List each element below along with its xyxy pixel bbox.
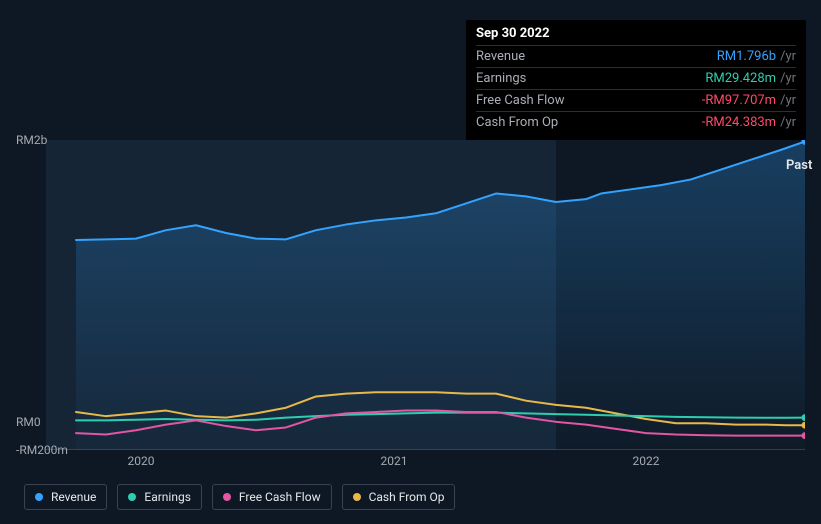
x-axis-tick: 2020 [128, 454, 155, 468]
y-axis-tick: -RM200m [16, 443, 68, 457]
tooltip-row-unit: /yr [780, 49, 796, 64]
tooltip-row: Revenue RM1.796b/yr [476, 45, 796, 67]
tooltip-row-label: Revenue [476, 49, 525, 64]
legend-swatch-icon [35, 493, 43, 501]
tooltip-row-label: Earnings [476, 71, 526, 86]
y-axis-tick: RM0 [16, 415, 41, 429]
legend-label: Cash From Op [369, 490, 445, 504]
legend-item[interactable]: Earnings [117, 484, 202, 510]
legend-label: Earnings [144, 490, 191, 504]
legend-item[interactable]: Revenue [24, 484, 107, 510]
tooltip-row: Earnings RM29.428m/yr [476, 67, 796, 89]
tooltip-row-unit: /yr [780, 71, 796, 86]
tooltip-row: Free Cash Flow -RM97.707m/yr [476, 89, 796, 111]
financials-chart-panel: Sep 30 2022 Revenue RM1.796b/yr Earnings RM… [0, 0, 821, 524]
x-axis-tick: 2021 [381, 454, 408, 468]
legend-swatch-icon [223, 493, 231, 501]
legend: Revenue Earnings Free Cash Flow Cash From O… [24, 484, 455, 510]
legend-item[interactable]: Cash From Op [342, 484, 456, 510]
tooltip-row-value: RM1.796b [717, 49, 776, 64]
x-axis-tick: 2022 [633, 454, 660, 468]
y-axis-tick: RM2b [16, 133, 47, 147]
tooltip-row-label: Free Cash Flow [476, 93, 564, 108]
legend-swatch-icon [353, 493, 361, 501]
legend-swatch-icon [128, 493, 136, 501]
tooltip-date: Sep 30 2022 [476, 26, 796, 45]
legend-label: Revenue [51, 490, 96, 504]
chart-svg [46, 140, 805, 450]
chart-area: RM2bRM0-RM200m 202020212022 Past [16, 120, 805, 450]
tooltip-row-unit: /yr [780, 93, 796, 108]
tooltip-row-value: RM29.428m [705, 71, 776, 86]
tooltip-row-value: -RM97.707m [702, 93, 776, 108]
legend-label: Free Cash Flow [239, 490, 321, 504]
region-label-past: Past [786, 158, 812, 173]
legend-item[interactable]: Free Cash Flow [212, 484, 332, 510]
